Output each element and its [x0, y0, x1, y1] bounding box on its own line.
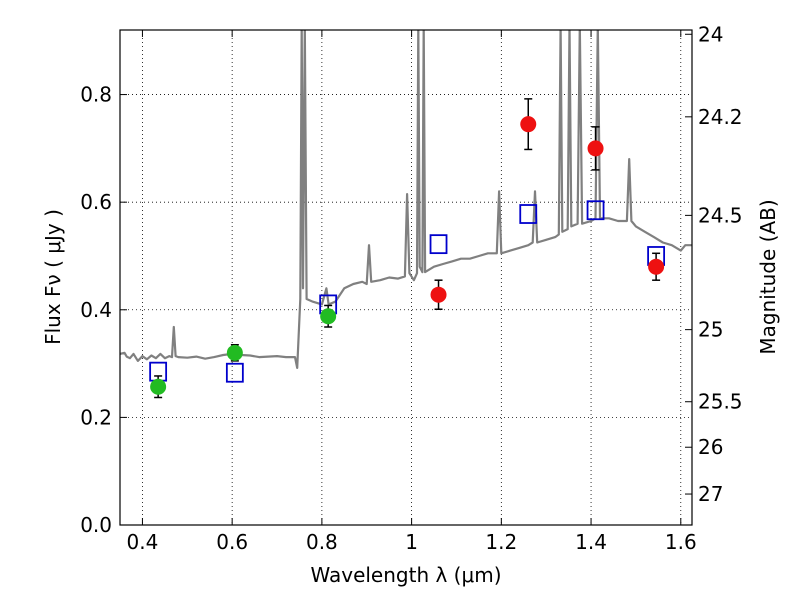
- x-axis-title: Wavelength λ (μm): [310, 563, 501, 587]
- x-tick-label: 1.4: [575, 530, 607, 554]
- magnitude-tick-label: 25: [698, 318, 723, 342]
- observed-point-green: [226, 344, 243, 361]
- observed-point-green: [320, 308, 337, 325]
- magnitude-axis: 24 24.2 24.5 25 25.5 26 27: [685, 22, 743, 506]
- observed-point-green: [150, 378, 167, 395]
- observed-point-red: [430, 286, 447, 303]
- observed-point-red: [648, 258, 665, 275]
- magnitude-axis-title: Magnitude (AB): [756, 199, 780, 354]
- x-tick-label: 0.8: [306, 530, 338, 554]
- x-tick-label: 0.4: [127, 530, 159, 554]
- magnitude-tick-label: 25.5: [698, 390, 743, 414]
- x-tick-label: 1.6: [665, 530, 697, 554]
- x-tick-label: 1.2: [485, 530, 517, 554]
- y-axis-title: Flux Fν ( μJy ): [41, 209, 65, 345]
- y-tick-label: 0.0: [80, 513, 112, 537]
- y-tick-label: 0.6: [80, 190, 112, 214]
- observed-point-red: [520, 116, 537, 133]
- magnitude-tick-label: 24: [698, 22, 723, 46]
- model-spectrum-line: [120, 30, 692, 369]
- magnitude-tick-label: 24.2: [698, 105, 743, 129]
- observed-point-red: [587, 140, 604, 157]
- plot-frame: [119, 29, 693, 526]
- model-photometry-square: [519, 204, 538, 224]
- y-tick-label: 0.4: [80, 298, 112, 322]
- magnitude-tick-label: 27: [698, 482, 723, 506]
- plot-area: [120, 30, 692, 399]
- model-photometry-square: [225, 362, 244, 383]
- magnitude-tick-label: 24.5: [698, 203, 743, 227]
- x-axis: 0.4 0.6 0.8 1 1.2 1.4 1.6: [127, 30, 697, 554]
- data-markers: [149, 98, 666, 399]
- model-photometry-square: [429, 234, 448, 255]
- y-axis: 0.0 0.2 0.4 0.6 0.8: [80, 83, 127, 537]
- x-tick-label: 1: [405, 530, 418, 554]
- x-tick-label: 0.6: [216, 530, 248, 554]
- y-tick-label: 0.2: [80, 405, 112, 429]
- model-photometry-square: [586, 200, 605, 221]
- magnitude-tick-label: 26: [698, 435, 723, 459]
- y-tick-label: 0.8: [80, 83, 112, 107]
